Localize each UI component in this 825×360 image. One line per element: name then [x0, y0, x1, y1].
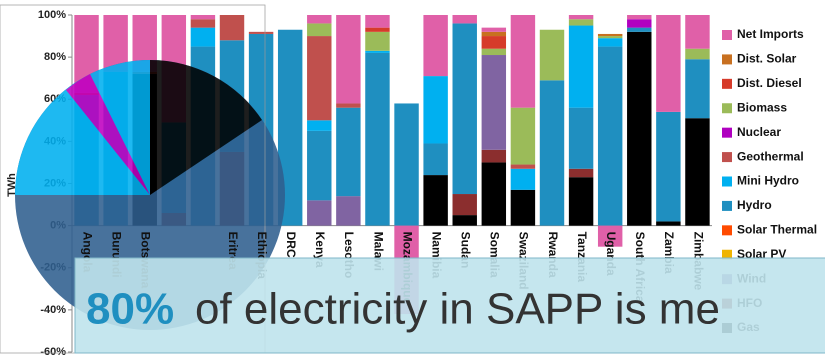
- bar-segment: [568, 177, 594, 226]
- legend-label: Biomass: [737, 100, 787, 114]
- bar-segment: [510, 164, 536, 169]
- bar-segment: [685, 15, 710, 49]
- bar-segment: [656, 15, 681, 112]
- legend-swatch: [722, 152, 732, 163]
- bar-segment: [597, 225, 623, 247]
- bar-segment: [423, 143, 448, 176]
- bar-segment: [190, 15, 216, 20]
- bar-segment: [481, 162, 507, 226]
- bar-segment: [597, 38, 623, 47]
- legend-label: Net Imports: [737, 27, 804, 41]
- bar-segment: [452, 23, 477, 195]
- bar-segment: [365, 27, 390, 32]
- callout-highlight: 80%: [86, 285, 174, 334]
- bar-segment: [423, 15, 448, 77]
- bar-segment: [568, 19, 594, 26]
- pie-slice: [66, 74, 150, 195]
- bar-segment: [365, 31, 390, 51]
- legend-swatch: [722, 200, 732, 211]
- callout-box: [74, 257, 825, 354]
- bar-segment: [510, 168, 536, 190]
- bar-segment: [336, 196, 361, 226]
- bar-segment: [336, 107, 361, 197]
- legend-swatch: [722, 225, 732, 236]
- bar-segment: [307, 200, 332, 226]
- callout-text: of electricity in SAPP is me: [195, 285, 720, 334]
- bar-segment: [539, 80, 565, 226]
- bar-segment: [423, 76, 448, 144]
- bar-segment: [452, 194, 477, 216]
- bar-segment: [365, 50, 390, 53]
- bar-segment: [481, 48, 507, 56]
- y-tick-label: 80%: [44, 51, 66, 63]
- bar-segment: [481, 31, 507, 37]
- legend-swatch: [722, 78, 732, 89]
- bar-segment: [510, 189, 536, 226]
- bar-segment: [656, 111, 681, 222]
- bar-segment: [656, 221, 681, 226]
- legend-swatch: [722, 54, 732, 65]
- bar-segment: [597, 36, 623, 39]
- bar-segment: [190, 19, 216, 28]
- bar-segment: [685, 59, 710, 119]
- bar-segment: [481, 27, 507, 32]
- bar-segment: [103, 15, 128, 72]
- bar-segment: [539, 29, 565, 81]
- legend-label: Solar Thermal: [737, 223, 817, 237]
- legend-label: Solar PV: [737, 247, 786, 261]
- bar-segment: [568, 107, 594, 169]
- bar-segment: [307, 36, 332, 121]
- bar-segment: [568, 15, 594, 20]
- bar-segment: [423, 175, 448, 226]
- bar-segment: [452, 215, 477, 226]
- bar-segment: [627, 27, 652, 32]
- bar-segment: [627, 31, 652, 226]
- bar-segment: [336, 103, 361, 108]
- legend-label: Dist. Diesel: [737, 76, 802, 90]
- pie-slice: [150, 60, 262, 195]
- legend-swatch: [722, 127, 732, 138]
- bar-segment: [481, 55, 507, 150]
- bar-segment: [219, 15, 245, 41]
- legend-swatch: [722, 176, 732, 187]
- bar-segment: [510, 107, 536, 165]
- bar-segment: [627, 19, 652, 28]
- bar-segment: [394, 103, 419, 226]
- bar-segment: [307, 120, 332, 131]
- bar-segment: [597, 46, 623, 226]
- bar-segment: [365, 52, 390, 226]
- legend-label: Dist. Solar: [737, 52, 797, 66]
- bar-segment: [685, 48, 710, 60]
- x-tick-label: DRC: [284, 232, 298, 258]
- legend-swatch: [722, 30, 732, 40]
- bar-segment: [248, 31, 274, 34]
- bar-segment: [568, 25, 594, 108]
- legend-swatch: [722, 103, 732, 114]
- bar-segment: [452, 15, 477, 24]
- bar-segment: [481, 36, 507, 49]
- bar-segment: [365, 15, 390, 28]
- y-axis-title: TWh: [6, 173, 18, 197]
- legend-swatch: [722, 249, 732, 260]
- legend-label: Geothermal: [737, 149, 804, 163]
- legend-label: Nuclear: [737, 125, 781, 139]
- bar-segment: [336, 15, 361, 104]
- bar-segment: [481, 149, 507, 163]
- legend-label: Hydro: [737, 198, 772, 212]
- y-tick-label: -40%: [40, 304, 66, 316]
- bar-segment: [307, 130, 332, 201]
- y-tick-label: 100%: [38, 9, 66, 21]
- bar-segment: [627, 15, 652, 20]
- bar-segment: [568, 168, 594, 178]
- pie-slice: [15, 60, 150, 195]
- bar-segment: [685, 118, 710, 226]
- bar-segment: [307, 23, 332, 37]
- legend-label: Mini Hydro: [737, 174, 799, 188]
- bar-segment: [510, 15, 536, 108]
- bar-segment: [307, 15, 332, 24]
- y-tick-label: -60%: [40, 346, 66, 358]
- bar-segment: [597, 33, 623, 37]
- bar-segment: [190, 27, 216, 47]
